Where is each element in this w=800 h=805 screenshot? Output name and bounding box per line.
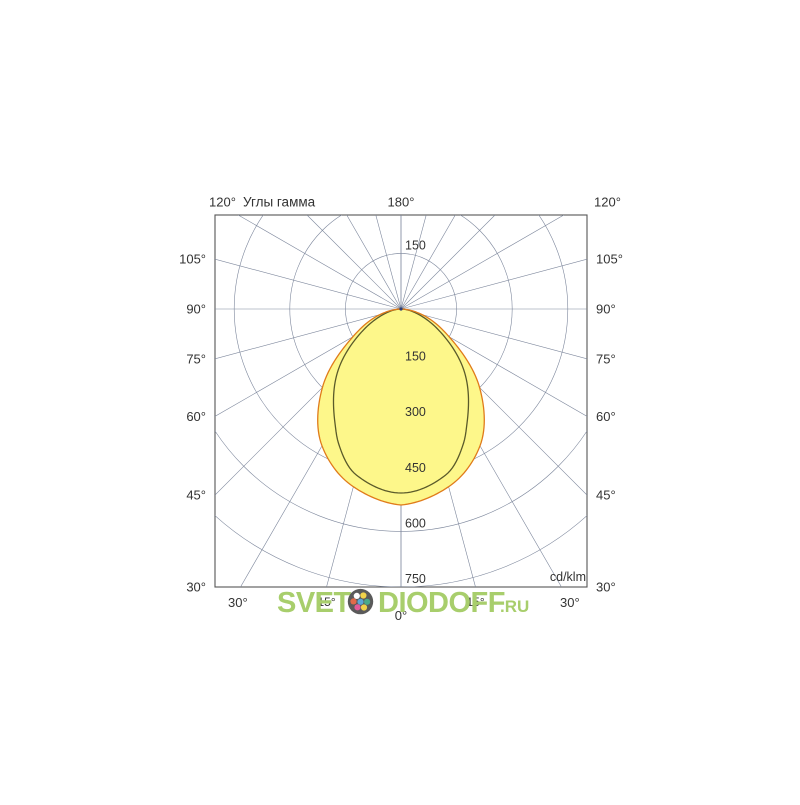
svg-text:.RU: .RU (500, 597, 529, 616)
svg-text:150: 150 (405, 238, 426, 252)
svg-text:750: 750 (405, 572, 426, 586)
svg-text:600: 600 (405, 516, 426, 530)
svg-text:30°: 30° (596, 580, 616, 595)
svg-text:45°: 45° (186, 488, 206, 503)
svg-text:120°: 120° (209, 195, 236, 210)
svg-text:60°: 60° (596, 409, 616, 424)
svg-text:120°: 120° (594, 195, 621, 210)
svg-text:Углы гамма: Углы гамма (243, 195, 316, 210)
svg-text:300: 300 (405, 405, 426, 419)
svg-text:60°: 60° (186, 409, 206, 424)
svg-text:450: 450 (405, 461, 426, 475)
svg-text:cd/klm: cd/klm (550, 570, 586, 584)
svg-text:75°: 75° (596, 351, 616, 366)
svg-text:90°: 90° (186, 302, 206, 317)
svg-text:30°: 30° (560, 595, 580, 610)
svg-text:90°: 90° (596, 302, 616, 317)
svg-text:180°: 180° (388, 195, 415, 210)
svg-text:30°: 30° (228, 595, 248, 610)
svg-text:DIODOFF: DIODOFF (378, 587, 505, 619)
svg-text:105°: 105° (596, 252, 623, 267)
svg-text:75°: 75° (186, 351, 206, 366)
svg-text:45°: 45° (596, 488, 616, 503)
svg-text:105°: 105° (179, 252, 206, 267)
svg-text:150: 150 (405, 350, 426, 364)
svg-text:30°: 30° (186, 580, 206, 595)
svg-text:SVET: SVET (277, 587, 352, 619)
